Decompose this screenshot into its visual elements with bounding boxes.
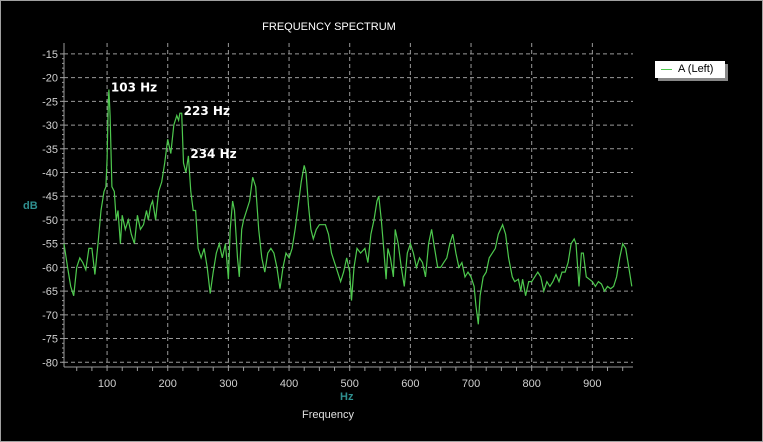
y-tick-label: -80 bbox=[42, 357, 58, 369]
series-line-a-left bbox=[63, 89, 633, 325]
y-tick-label: -30 bbox=[42, 120, 58, 132]
x-axis-label: Frequency bbox=[302, 409, 354, 421]
x-tick-label: 300 bbox=[219, 378, 237, 390]
x-tick-label: 800 bbox=[523, 378, 541, 390]
x-tick-label: 400 bbox=[280, 378, 298, 390]
x-tick-label: 500 bbox=[341, 378, 359, 390]
legend: A (Left) bbox=[655, 61, 725, 78]
y-tick-label: -20 bbox=[42, 73, 58, 85]
peak-annotation: 234 Hz bbox=[190, 147, 236, 161]
peak-annotation: 223 Hz bbox=[184, 104, 230, 118]
x-tick-label: 600 bbox=[401, 378, 419, 390]
y-tick-label: -55 bbox=[42, 239, 58, 251]
peak-annotation: 103 Hz bbox=[111, 80, 157, 94]
x-tick-label: 900 bbox=[583, 378, 601, 390]
y-tick-label: -35 bbox=[42, 144, 58, 156]
y-tick-label: -40 bbox=[42, 168, 58, 180]
x-tick-label: 200 bbox=[159, 378, 177, 390]
legend-entry: A (Left) bbox=[678, 63, 714, 75]
y-tick-label: -60 bbox=[42, 262, 58, 274]
y-tick-label: -15 bbox=[42, 49, 58, 61]
y-tick-label: -70 bbox=[42, 310, 58, 322]
chart-title: FREQUENCY SPECTRUM bbox=[262, 21, 396, 33]
y-tick-label: -75 bbox=[42, 334, 58, 346]
x-tick-label: 100 bbox=[98, 378, 116, 390]
x-axis-unit: Hz bbox=[340, 391, 354, 403]
legend-swatch bbox=[661, 69, 672, 70]
y-tick-label: -45 bbox=[42, 191, 58, 203]
x-tick-label: 700 bbox=[462, 378, 480, 390]
y-tick-label: -25 bbox=[42, 96, 58, 108]
y-tick-label: -65 bbox=[42, 286, 58, 298]
y-axis-label: dB bbox=[23, 200, 38, 212]
y-tick-label: -50 bbox=[42, 215, 58, 227]
